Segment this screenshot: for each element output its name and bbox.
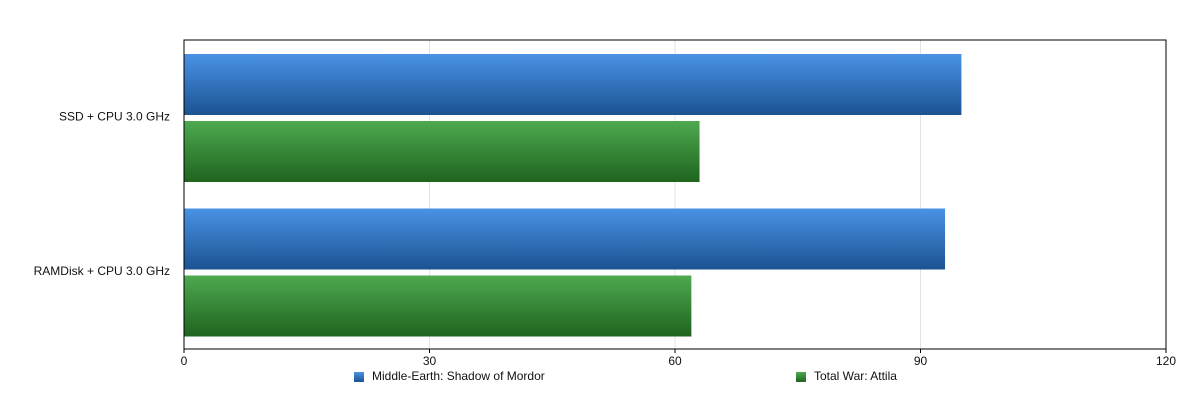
legend-label: Total War: Attila	[814, 369, 897, 383]
x-tick-label: 120	[1156, 354, 1176, 368]
legend-label: Middle-Earth: Shadow of Mordor	[372, 369, 545, 383]
bar	[184, 121, 700, 182]
x-tick-label: 90	[914, 354, 928, 368]
bar	[184, 275, 692, 337]
x-tick-label: 30	[423, 354, 437, 368]
plot-frame	[183, 39, 1167, 350]
x-tick-label: 0	[181, 354, 188, 368]
bar	[184, 208, 946, 270]
legend-swatch	[796, 372, 806, 382]
bar	[184, 54, 962, 115]
y-tick-label: SSD + CPU 3.0 GHz	[59, 109, 170, 123]
y-tick-label: RAMDisk + CPU 3.0 GHz	[34, 264, 170, 278]
x-tick-label: 60	[668, 354, 682, 368]
legend-swatch	[354, 372, 364, 382]
